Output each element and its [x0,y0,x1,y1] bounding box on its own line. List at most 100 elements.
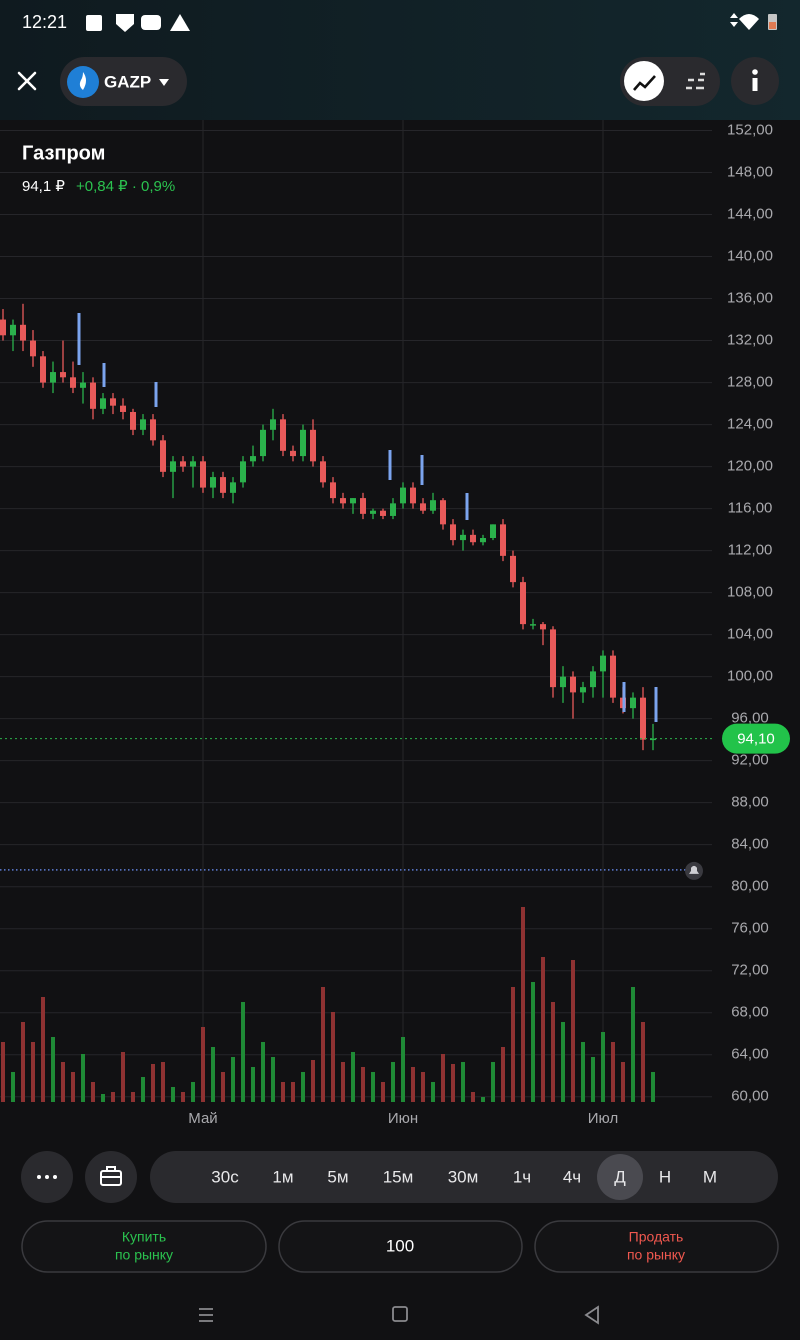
volume-bar [181,1092,185,1102]
volume-bar [61,1062,65,1102]
timeframe[interactable]: 4ч [563,1167,581,1186]
candle-body [600,655,606,672]
candle-body [560,676,566,688]
y-tick-label: 76,00 [731,920,769,937]
more-button[interactable] [21,1151,73,1203]
chart-mode-toggle[interactable] [620,57,720,106]
nav-menu[interactable] [199,1308,213,1322]
volume-bar [571,960,575,1102]
candle-body [90,382,96,409]
timeframe[interactable]: 30м [448,1167,479,1186]
y-tick-label: 116,00 [728,500,773,517]
info-bar [752,78,758,91]
candle-body [80,382,86,388]
y-tick-label: 140,00 [727,248,773,265]
more-dots [37,1175,57,1179]
candle-body [390,503,396,516]
candle-icon [686,72,705,90]
timeframe[interactable]: Д [614,1167,626,1186]
y-tick-label: 144,00 [727,205,773,222]
volume-bar [271,1057,275,1102]
volume-bar [231,1057,235,1102]
candle-body [10,324,16,336]
volume-bar [141,1077,145,1102]
status-icons [170,14,190,31]
volume-bar [491,1062,495,1102]
candle-body [290,450,296,457]
sell-label: Продать [629,1229,684,1245]
last-price-pill [722,723,790,754]
quantity-field[interactable]: 100 [278,1220,523,1273]
timeframe[interactable]: 5м [327,1167,348,1186]
volume-bar [51,1037,55,1102]
volume-bar [251,1067,255,1102]
volume-bar [311,1060,315,1102]
alert-bell-icon [689,865,699,874]
volume-bar [521,907,525,1102]
more-dots [45,1175,49,1179]
ticker-selector[interactable]: GAZP [60,57,187,106]
candle-body [480,538,486,543]
volume-bar [601,1032,605,1102]
y-tick-label: 92,00 [731,752,769,769]
instrument-change: +0,84 ₽ · 0,9% [76,178,175,195]
volume-bar [531,982,535,1102]
volume-bar [401,1037,405,1102]
volume-bar [421,1072,425,1102]
candle-body [150,419,156,441]
candle-body [250,456,256,462]
y-tick-label: 84,00 [731,836,769,853]
ticker: GAZP [104,72,151,91]
volume-bar [351,1052,355,1102]
status-icons [730,13,738,27]
y-tick-label: 104,00 [727,626,773,643]
y-tick-label: 124,00 [727,416,773,433]
portfolio-button[interactable] [85,1151,137,1203]
briefcase-handle [101,1166,121,1178]
candle-body [20,324,26,341]
candle-body [200,461,206,488]
candle-body [360,498,366,514]
candle-body [160,440,166,472]
close-button[interactable] [17,71,37,91]
candle-body [170,461,176,472]
volume-bar [1,1042,5,1102]
candle-body [550,629,556,688]
timeframe[interactable]: 30с [211,1167,239,1186]
volume-bar [641,1022,645,1102]
y-tick-label: 88,00 [731,794,769,811]
y-tick-label: 136,00 [727,290,773,307]
nav-back[interactable] [584,1305,599,1325]
nav-home[interactable] [392,1306,408,1322]
timeframe[interactable]: 1м [272,1167,293,1186]
info-button[interactable] [731,57,779,105]
candle-body [450,524,456,541]
timeframe[interactable]: 15м [383,1167,414,1186]
timeframe[interactable]: Н [659,1167,671,1186]
y-tick-label: 80,00 [731,878,769,895]
volume-bar [201,1027,205,1102]
buy-button[interactable]: Купить по рынку [21,1220,267,1273]
candle-body [320,461,326,483]
y-tick-label: 132,00 [727,332,773,349]
instrument-name: Газпром [22,142,105,164]
quantity-outline [278,1220,523,1273]
timeframe[interactable]: 1ч [513,1167,531,1186]
sell-button[interactable]: Продать по рынку [534,1220,779,1273]
volume-bar [331,1012,335,1102]
candle-body [440,500,446,525]
y-tick-label: 100,00 [727,668,773,685]
volume-bar [101,1094,105,1102]
candle-body [30,340,36,357]
status-icons [739,14,759,30]
timeframe[interactable]: М [703,1167,717,1186]
logo-flame [79,72,86,90]
volume-bar [551,1002,555,1102]
candle-body [270,419,276,430]
volume-bar [621,1062,625,1102]
line-mode[interactable] [624,61,664,101]
volume-bar [561,1022,565,1102]
candle-body [650,738,656,741]
y-tick-label: 72,00 [731,962,769,979]
